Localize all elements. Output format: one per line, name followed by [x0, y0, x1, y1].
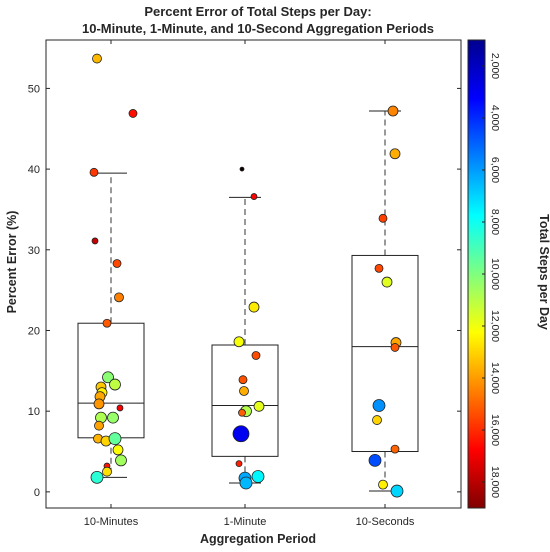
y-tick-label: 30: [28, 245, 40, 257]
data-point: [378, 479, 388, 490]
colorbar: 2,000 4,000 6,000 8,000 10,000 12,000 14,000 16…: [467, 39, 501, 509]
data-point: [112, 444, 124, 456]
chart-title: Percent Error of Total Steps per Day:: [144, 4, 371, 19]
plot-area: 0 10 20 30 40 50 10-Minutes 1-Minute 10-Seconds: [28, 39, 462, 528]
y-tick-label: 20: [28, 325, 40, 337]
colorbar-tick-label: 4,000: [489, 105, 501, 131]
data-point: [102, 466, 112, 477]
x-axis-label: Aggregation Period: [200, 532, 316, 546]
data-point: [390, 484, 404, 498]
box-10-Seconds: [351, 110, 419, 492]
chart-subtitle: 10-Minute, 1-Minute, and 10-Second Aggre…: [82, 21, 434, 36]
data-point: [94, 420, 104, 431]
colorbar-tick-label: 10,000: [489, 258, 501, 290]
data-point: [251, 470, 265, 483]
data-point: [93, 398, 105, 410]
data-point: [92, 53, 102, 64]
data-point: [374, 263, 384, 273]
iqr-box: [351, 254, 419, 453]
data-point: [378, 213, 388, 223]
data-point: [232, 425, 250, 443]
colorbar-tick-label: 6,000: [489, 157, 501, 183]
data-point: [372, 399, 386, 412]
data-point: [251, 351, 261, 360]
x-tick-label: 10-Seconds: [356, 516, 415, 528]
box-10-Minutes: [77, 172, 145, 478]
data-point: [235, 460, 243, 468]
data-point: [390, 343, 400, 352]
data-point: [390, 444, 400, 454]
data-point: [233, 336, 245, 348]
data-point: [112, 259, 122, 268]
data-point: [114, 292, 124, 303]
colorbar-tick-label: 12,000: [489, 310, 501, 342]
data-point: [89, 167, 99, 177]
data-point: [239, 476, 253, 490]
data-point: [238, 408, 246, 417]
colorbar-tick-label: 16,000: [489, 414, 501, 446]
data-point: [253, 400, 265, 412]
x-tick-label: 1-Minute: [224, 516, 267, 528]
data-point: [128, 109, 138, 118]
plot-frame: [45, 39, 462, 509]
data-point: [108, 432, 122, 446]
colorbar-tick-label: 18,000: [489, 466, 501, 498]
data-point: [381, 276, 393, 288]
data-point: [115, 454, 127, 467]
iqr-box: [211, 344, 279, 457]
data-point: [91, 237, 99, 245]
colorbar-label: Total Steps per Day: [537, 214, 550, 330]
y-tick-label: 40: [28, 164, 40, 176]
data-point: [107, 411, 119, 424]
outlier-point: [240, 167, 244, 171]
data-point: [109, 378, 121, 391]
data-point: [102, 371, 114, 384]
data-point: [387, 105, 399, 117]
data-point: [372, 415, 382, 425]
data-point: [102, 318, 112, 328]
y-tick-label: 10: [28, 406, 40, 418]
y-axis-label: Percent Error (%): [5, 211, 19, 314]
data-point: [116, 404, 124, 412]
y-tick-label: 50: [28, 83, 40, 95]
x-tick-label: 10-Minutes: [84, 516, 139, 528]
colorbar-tick-label: 14,000: [489, 362, 501, 394]
data-point: [389, 148, 401, 160]
data-point: [250, 193, 258, 200]
data-point: [239, 386, 249, 396]
colorbar-tick-label: 2,000: [489, 53, 501, 79]
data-point: [248, 301, 260, 313]
y-tick-label: 0: [34, 487, 40, 499]
colorbar-tick-label: 8,000: [489, 209, 501, 235]
data-point: [368, 453, 382, 467]
data-point: [90, 470, 104, 484]
data-point: [238, 375, 248, 385]
